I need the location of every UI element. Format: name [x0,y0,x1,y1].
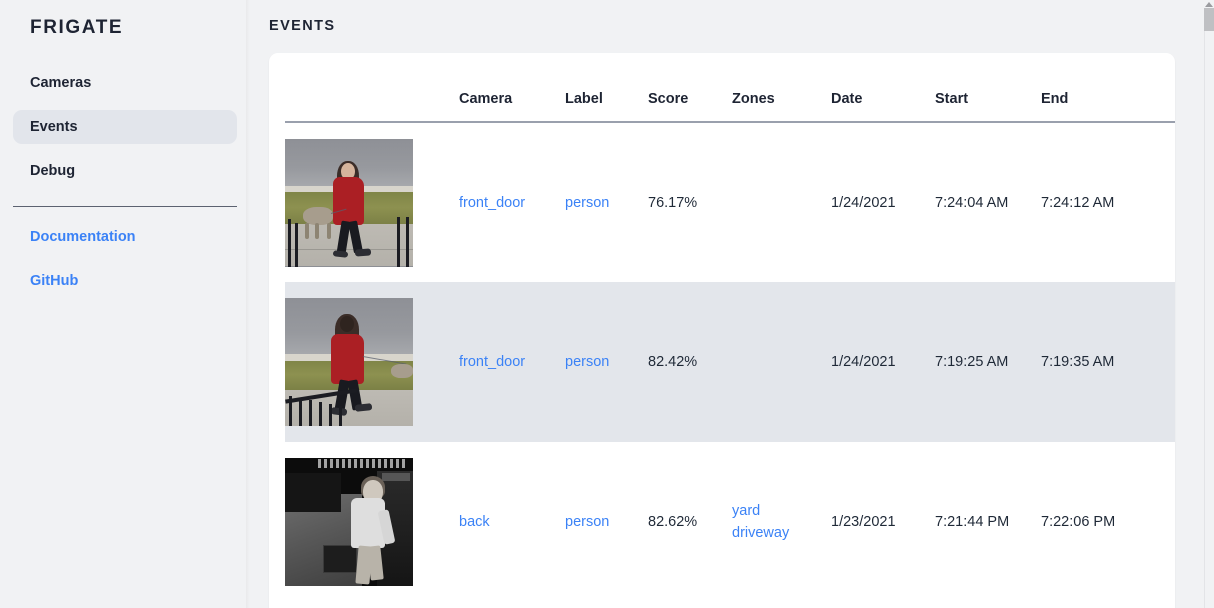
main-content: EVENTS Camera Label Score Zones Date Sta… [250,0,1214,608]
event-thumbnail-cell[interactable] [285,282,459,442]
timestamp-overlay [318,459,406,469]
camera-link[interactable]: back [459,514,490,530]
sidebar-divider [13,206,237,207]
event-thumbnail-cell[interactable] [285,122,459,282]
zone-link[interactable]: yard [732,502,761,519]
events-card: Camera Label Score Zones Date Start End [269,53,1175,608]
event-date-cell: 1/24/2021 [831,354,896,370]
column-header-thumbnail[interactable] [285,53,459,123]
event-thumbnail-cell[interactable] [285,442,459,602]
label-link[interactable]: person [565,194,610,211]
sidebar: FRIGATE Cameras Events Debug Documentati… [0,0,250,608]
event-thumbnail-image[interactable] [285,458,413,586]
event-end-cell: 7:19:35 AM [1041,354,1115,370]
event-score-cell: 82.62% [648,514,698,530]
event-zones-cell: yard driveway [732,442,831,602]
sidebar-item-events[interactable]: Events [13,110,237,144]
event-label-cell[interactable]: person [565,442,648,602]
label-link[interactable]: person [565,354,610,370]
event-label-cell[interactable]: person [565,122,648,282]
table-row[interactable]: front_door person 82.42% 1/24/2021 7:19:… [285,282,1175,442]
zone-link[interactable]: driveway [732,525,790,541]
event-start-cell: 7:24:04 AM [935,194,1009,211]
column-header-start[interactable]: Start [935,53,1041,123]
scroll-up-arrow-icon[interactable] [1204,0,1214,8]
sidebar-link-documentation[interactable]: Documentation [13,223,237,251]
event-end-cell: 7:22:06 PM [1041,514,1116,530]
event-thumbnail-image[interactable] [285,298,413,426]
event-date-cell: 1/24/2021 [831,194,896,211]
page-title: EVENTS [269,18,336,34]
sidebar-link-github[interactable]: GitHub [13,267,237,295]
column-header-label[interactable]: Label [565,53,648,123]
sidebar-item-label: Cameras [30,75,92,91]
event-start-cell: 7:21:44 PM [935,514,1010,530]
vertical-scrollbar[interactable] [1204,0,1214,608]
sidebar-link-label: GitHub [30,273,79,289]
camera-link[interactable]: front_door [459,194,526,211]
sidebar-link-label: Documentation [30,229,136,245]
event-score-cell: 82.42% [648,354,698,370]
event-date-cell: 1/23/2021 [831,514,896,530]
table-row[interactable]: front_door person 76.17% 1/24/2021 7:24:… [285,122,1175,282]
event-end-cell: 7:24:12 AM [1041,194,1115,211]
sidebar-edge-shadow [246,0,250,608]
event-camera-cell[interactable]: front_door [459,122,565,282]
event-zones-cell [732,282,831,442]
sidebar-item-label: Events [30,119,78,135]
column-header-score[interactable]: Score [648,53,732,123]
sidebar-item-label: Debug [30,163,76,179]
event-score-cell: 76.17% [648,194,698,211]
label-link[interactable]: person [565,514,610,530]
events-table-body: front_door person 76.17% 1/24/2021 7:24:… [285,122,1175,602]
events-table-head: Camera Label Score Zones Date Start End [285,53,1175,123]
table-header-row: Camera Label Score Zones Date Start End [285,53,1175,123]
app-brand-title: FRIGATE [30,17,124,38]
event-zones-cell [732,122,831,282]
event-label-cell[interactable]: person [565,282,648,442]
column-header-zones[interactable]: Zones [732,53,831,123]
event-thumbnail-image[interactable] [285,138,413,267]
column-header-date[interactable]: Date [831,53,935,123]
sidebar-item-debug[interactable]: Debug [13,154,237,188]
events-table: Camera Label Score Zones Date Start End [285,53,1175,602]
event-camera-cell[interactable]: back [459,442,565,602]
sidebar-item-cameras[interactable]: Cameras [13,66,237,100]
event-camera-cell[interactable]: front_door [459,282,565,442]
column-header-end[interactable]: End [1041,53,1175,123]
event-start-cell: 7:19:25 AM [935,354,1009,370]
camera-link[interactable]: front_door [459,354,526,370]
column-header-camera[interactable]: Camera [459,53,565,123]
table-row[interactable]: back person 82.62% yard driveway 1/23/20… [285,442,1175,602]
scrollbar-thumb[interactable] [1204,8,1214,31]
